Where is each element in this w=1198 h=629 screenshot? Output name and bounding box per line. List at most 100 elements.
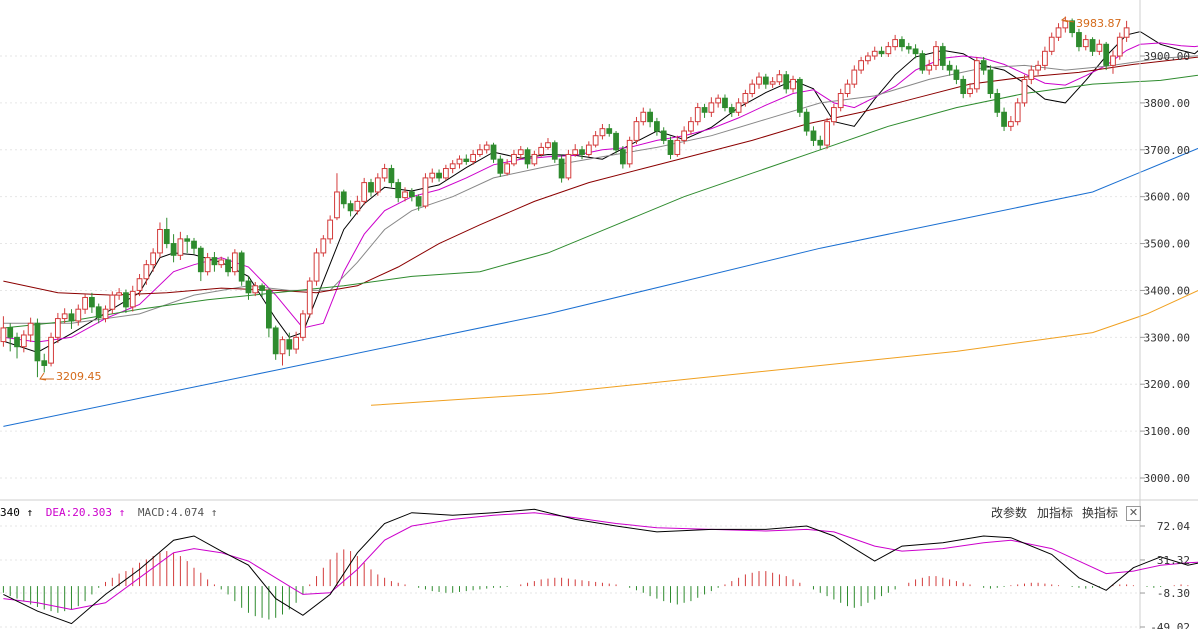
add-indicator-button[interactable]: 加指标 (1037, 506, 1074, 520)
candle[interactable] (177, 231, 184, 260)
candlestick-series[interactable] (0, 16, 1130, 378)
candle[interactable] (545, 138, 551, 150)
candle[interactable] (694, 102, 701, 126)
candle[interactable] (490, 142, 497, 163)
candle[interactable] (422, 173, 429, 209)
candle[interactable] (1116, 32, 1123, 60)
candle[interactable] (0, 316, 7, 347)
candle[interactable] (1123, 20, 1130, 42)
candle[interactable] (892, 34, 899, 51)
candle[interactable] (415, 194, 422, 211)
candle[interactable] (967, 83, 973, 98)
candle[interactable] (259, 283, 265, 298)
candle[interactable] (14, 332, 20, 359)
candle[interactable] (34, 318, 41, 378)
candle[interactable] (442, 164, 449, 181)
candle[interactable] (54, 312, 61, 343)
candle[interactable] (204, 252, 211, 276)
modify-params-button[interactable]: 改参数 (991, 506, 1028, 520)
candle[interactable] (129, 285, 136, 312)
candle[interactable] (701, 103, 708, 118)
candle[interactable] (163, 217, 170, 249)
candle[interactable] (354, 195, 361, 215)
candle[interactable] (477, 144, 483, 157)
candle[interactable] (231, 249, 238, 276)
close-indicator-button[interactable]: ✕ (1126, 506, 1141, 521)
candle[interactable] (858, 56, 864, 74)
candle[interactable] (436, 169, 442, 182)
candle[interactable] (1014, 98, 1021, 126)
candle[interactable] (749, 79, 756, 98)
candle[interactable] (606, 123, 613, 137)
candle[interactable] (170, 234, 177, 263)
candle[interactable] (674, 135, 681, 157)
candle[interactable] (293, 331, 299, 354)
candle[interactable] (715, 94, 722, 108)
candle[interactable] (1096, 39, 1103, 56)
candle[interactable] (61, 308, 68, 324)
candle[interactable] (742, 89, 749, 107)
candle[interactable] (851, 65, 858, 88)
candle[interactable] (538, 142, 545, 157)
candle[interactable] (1021, 74, 1028, 107)
candle[interactable] (871, 46, 878, 60)
candle[interactable] (640, 107, 647, 126)
candle[interactable] (225, 256, 231, 277)
candle[interactable] (953, 65, 960, 85)
candle[interactable] (592, 131, 599, 148)
candle[interactable] (626, 136, 633, 168)
candle[interactable] (926, 59, 933, 75)
candle[interactable] (456, 155, 463, 169)
candle[interactable] (300, 310, 306, 342)
candle[interactable] (123, 289, 129, 313)
candle[interactable] (960, 75, 967, 99)
candle[interactable] (790, 75, 796, 93)
candle[interactable] (511, 149, 517, 167)
candle[interactable] (824, 117, 830, 149)
candle[interactable] (831, 103, 837, 126)
candle[interactable] (395, 178, 402, 203)
candle[interactable] (939, 42, 946, 71)
candle[interactable] (374, 173, 381, 196)
candle[interactable] (82, 294, 88, 314)
candle[interactable] (599, 123, 606, 140)
candle[interactable] (89, 292, 95, 313)
candle[interactable] (688, 116, 694, 135)
candle[interactable] (272, 325, 279, 360)
candle[interactable] (408, 188, 415, 202)
candle[interactable] (654, 117, 660, 136)
candle[interactable] (95, 303, 102, 324)
candle[interactable] (320, 235, 327, 257)
candle[interactable] (517, 146, 524, 160)
candle[interactable] (238, 250, 245, 286)
candle[interactable] (980, 56, 987, 75)
candle[interactable] (306, 277, 313, 318)
candle[interactable] (865, 52, 871, 65)
candle[interactable] (1035, 60, 1041, 75)
candle[interactable] (1055, 23, 1062, 41)
candle[interactable] (572, 144, 579, 157)
candle[interactable] (75, 304, 82, 326)
candle[interactable] (1007, 116, 1014, 132)
candle[interactable] (885, 41, 892, 57)
candle[interactable] (803, 108, 810, 136)
candle[interactable] (933, 40, 939, 71)
candle[interactable] (1110, 50, 1116, 74)
candle[interactable] (197, 245, 204, 282)
candle[interactable] (245, 276, 252, 300)
candle[interactable] (776, 70, 783, 86)
candle[interactable] (728, 103, 735, 117)
candle[interactable] (116, 288, 123, 300)
candle[interactable] (429, 168, 436, 183)
candle[interactable] (483, 141, 490, 154)
candle[interactable] (279, 336, 286, 366)
candle[interactable] (817, 135, 824, 150)
candle[interactable] (68, 309, 75, 329)
candle[interactable] (919, 50, 926, 74)
candle[interactable] (497, 155, 504, 177)
candle[interactable] (41, 353, 48, 373)
candle[interactable] (579, 146, 585, 160)
candle[interactable] (558, 155, 565, 183)
candle[interactable] (109, 291, 116, 314)
candle[interactable] (722, 94, 728, 112)
